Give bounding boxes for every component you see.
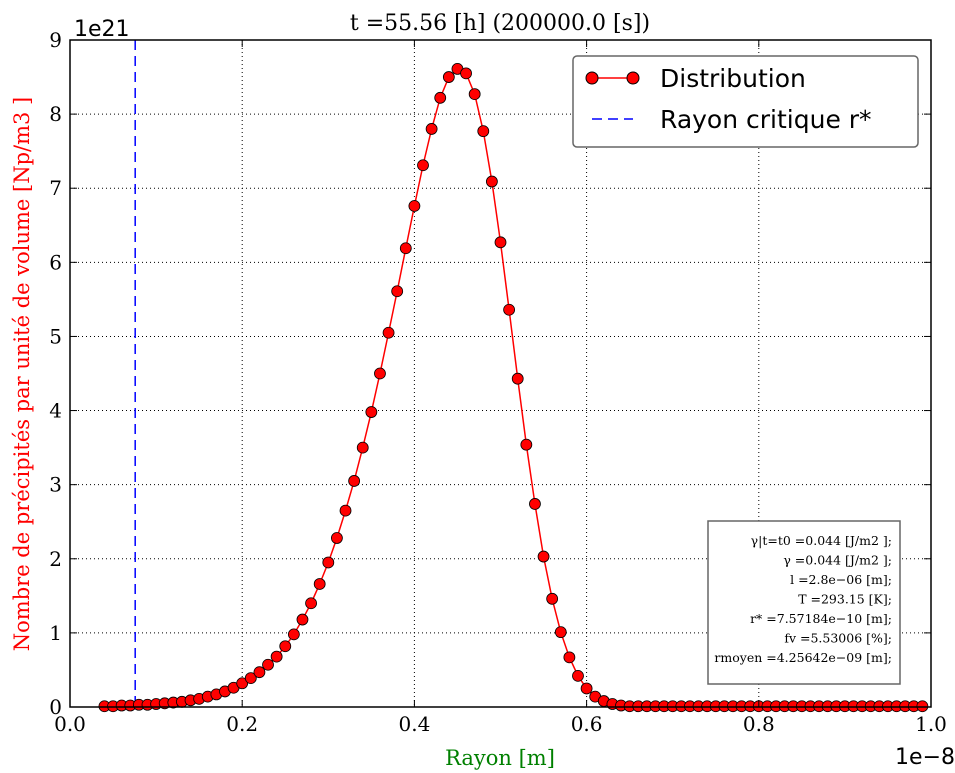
- distribution-point: [511, 372, 524, 385]
- annotation-box: γ|t=t0 =0.044 [J/m2 ]; γ =0.044 [J/m2 ]; l…: [707, 520, 901, 685]
- x-tick-label: 0.8: [743, 712, 775, 736]
- distribution-point: [339, 504, 352, 517]
- annotation-line: r* =7.57184e−10 [m];: [750, 611, 892, 626]
- distribution-point: [494, 236, 507, 249]
- x-tick-label: 0.0: [54, 712, 86, 736]
- annotation-line: γ =0.044 [J/m2 ];: [783, 553, 892, 568]
- y-tick-label: 6: [49, 250, 62, 274]
- distribution-point: [253, 666, 266, 679]
- distribution-point: [348, 475, 361, 487]
- distribution-point: [434, 91, 447, 104]
- legend-distribution-label: Distribution: [660, 64, 806, 93]
- y-tick-label: 8: [49, 102, 62, 126]
- distribution-point: [391, 285, 404, 298]
- distribution-point: [287, 628, 300, 641]
- y-tick-label: 5: [49, 324, 62, 348]
- ticks: 0.0 0.2 0.4 0.6 0.8 1.0 0 1 2 3 4 5 6 7 8 9: [49, 28, 947, 736]
- y-tick-label: 1: [49, 621, 62, 645]
- y-tick-label: 3: [49, 473, 62, 497]
- distribution-point: [296, 613, 309, 626]
- annotation-line: γ|t=t0 =0.044 [J/m2 ];: [751, 533, 892, 548]
- distribution-point: [262, 658, 274, 671]
- distribution-point: [331, 532, 343, 544]
- distribution-point: [529, 498, 541, 510]
- legend: Distribution Rayon critique r*: [572, 55, 919, 148]
- legend-distribution-marker-left: [585, 71, 599, 85]
- legend-frame: [572, 55, 919, 148]
- annotation-lines: γ|t=t0 =0.044 [J/m2 ]; γ =0.044 [J/m2 ]; l…: [714, 533, 892, 665]
- x-tick-label: 0.6: [571, 712, 603, 736]
- distribution-point: [365, 406, 378, 418]
- distribution-point: [477, 125, 490, 138]
- annotation-line: fv =5.53006 [%];: [784, 631, 892, 646]
- x-tick-label: 1.0: [915, 712, 947, 736]
- distribution-point: [554, 626, 567, 639]
- y-tick-label: 0: [49, 695, 62, 719]
- distribution-point: [313, 578, 326, 590]
- x-offset-label: 1e−8: [895, 745, 955, 770]
- y-tick-label: 7: [49, 176, 62, 200]
- distribution-point: [382, 326, 395, 339]
- distribution-point: [537, 550, 550, 563]
- distribution-point: [408, 200, 421, 212]
- distribution-point: [279, 640, 292, 653]
- distribution-point: [503, 303, 516, 316]
- distribution-point: [305, 597, 317, 610]
- distribution-point: [425, 123, 438, 135]
- distribution-point: [580, 682, 593, 695]
- x-tick-label: 0.2: [226, 712, 258, 736]
- legend-critical-radius-label: Rayon critique r*: [660, 105, 872, 134]
- distribution-point: [442, 71, 455, 83]
- distribution-point: [460, 67, 472, 80]
- plot-area-frame: [69, 39, 932, 708]
- annotation-line: l =2.8e−06 [m];: [790, 572, 892, 587]
- distribution-point: [546, 592, 559, 605]
- distribution-point: [270, 650, 283, 663]
- y-tick-label: 4: [49, 399, 62, 423]
- distribution-point: [468, 88, 481, 101]
- distribution-point: [417, 159, 429, 172]
- annotation-frame: [707, 520, 901, 685]
- distribution-point: [356, 441, 369, 454]
- chart-title: t =55.56 [h] (200000.0 [s]): [350, 11, 650, 36]
- y-tick-label: 2: [49, 547, 62, 571]
- distribution-point: [244, 672, 257, 684]
- distribution-point: [563, 651, 576, 664]
- legend-distribution-marker-right: [626, 71, 640, 85]
- y-offset-label: 1e21: [74, 17, 130, 42]
- distribution-point: [520, 438, 533, 451]
- annotation-line: rmoyen =4.25642e−09 [m];: [714, 650, 892, 665]
- x-tick-label: 0.4: [398, 712, 430, 736]
- annotation-line: T =293.15 [K];: [798, 592, 892, 607]
- distribution-point: [485, 175, 498, 188]
- distribution-point: [236, 677, 249, 690]
- distribution-point: [374, 367, 386, 380]
- distribution-point: [572, 669, 584, 682]
- y-tick-label: 9: [49, 28, 62, 52]
- y-axis-label: Nombre de précipités par unité de volume…: [10, 97, 34, 651]
- distribution-point: [322, 556, 335, 569]
- x-axis-label: Rayon [m]: [445, 746, 555, 770]
- distribution-point: [399, 242, 412, 255]
